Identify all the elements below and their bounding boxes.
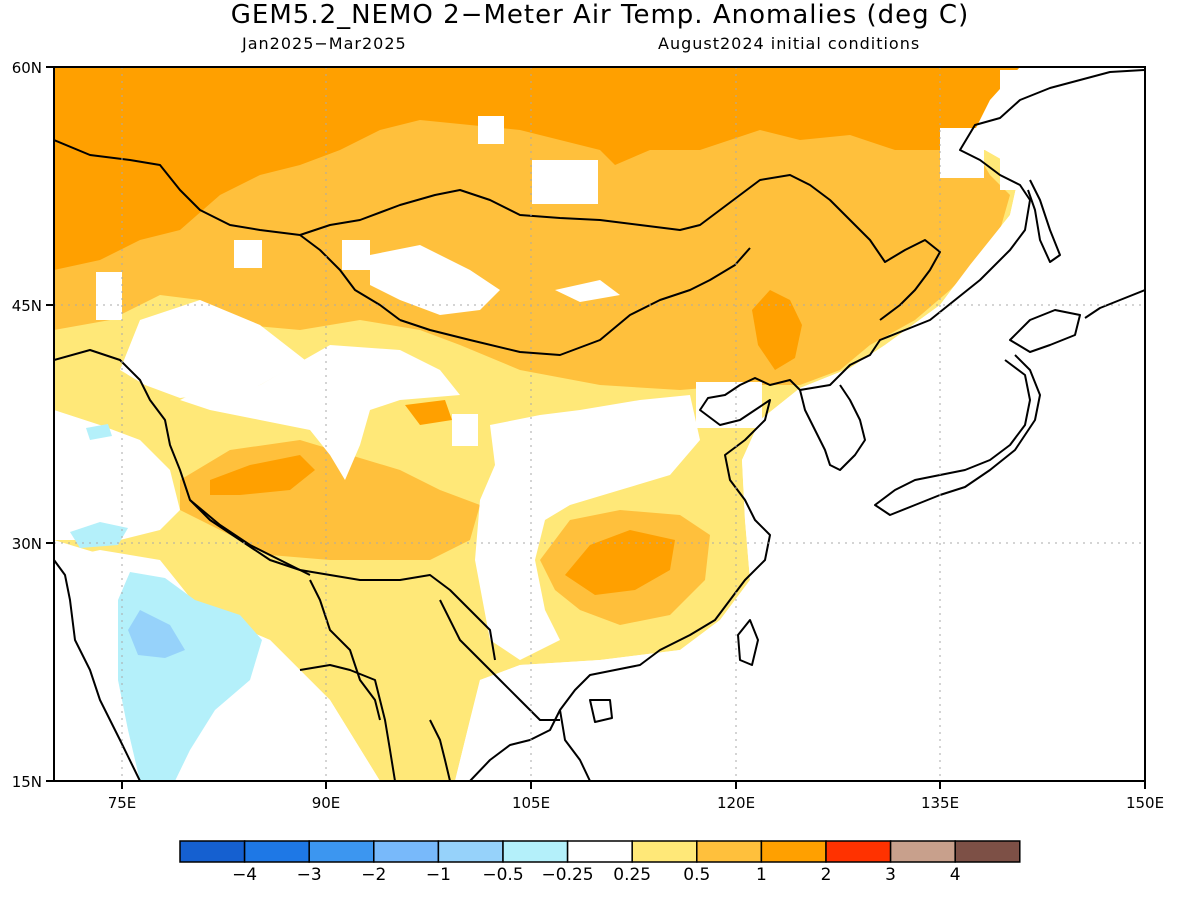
colorbar-swatch	[179, 840, 246, 863]
anomaly-region-warm-strong-north	[54, 67, 1020, 270]
lon-tick-label: 105E	[512, 794, 550, 812]
colorbar: −4 −3 −2 −1 −0.5 −0.25 0.25 0.5 1 2 3 4	[179, 840, 1021, 885]
anomaly-region-cool-light-pakistan	[70, 522, 128, 548]
coastline-east-asia	[559, 69, 1145, 781]
colorbar-swatch	[502, 840, 569, 863]
border-mongolia-china	[399, 247, 751, 356]
anomaly-region-neutral-xinjiang	[120, 300, 305, 398]
masked-lake-cells	[96, 70, 1145, 446]
lon-tick-label: 135E	[921, 794, 959, 812]
lon-tick-label: 75E	[108, 794, 137, 812]
colorbar-swatch	[696, 840, 763, 863]
colorbar-label: 4	[950, 865, 961, 885]
colorbar-label: 2	[821, 865, 832, 885]
border-southeast-asia	[439, 599, 560, 721]
colorbar-label: 0.5	[683, 865, 710, 885]
gridlines	[54, 67, 1145, 781]
colorbar-label: −4	[232, 865, 257, 885]
anomaly-region-neutral-tarim	[180, 345, 460, 480]
colorbar-swatch	[825, 840, 892, 863]
anomaly-region-warm-strong-qinghai	[405, 400, 452, 425]
colorbar-label: −0.5	[482, 865, 523, 885]
coastline-hainan	[589, 699, 613, 723]
anomaly-region-neutral-pacific	[455, 67, 1145, 781]
plot-frame	[53, 66, 1146, 782]
border-china-west	[54, 349, 496, 661]
colorbar-swatch	[437, 840, 504, 863]
axis-ticks	[46, 66, 1146, 789]
anomaly-region-neutral-mongolia	[370, 245, 500, 315]
colorbar-label: 3	[885, 865, 896, 885]
border-russia-kazakhstan	[54, 139, 301, 236]
lat-tick-label: 45N	[12, 297, 42, 315]
lon-tick-label: 90E	[312, 794, 341, 812]
anomaly-region-neutral-gobi	[555, 280, 620, 302]
colorbar-label: −2	[361, 865, 386, 885]
coastline-japan-hokkaido	[1009, 309, 1081, 353]
colorbar-label: −1	[426, 865, 451, 885]
colorbar-label: 0.25	[613, 865, 651, 885]
colorbar-swatch	[308, 840, 375, 863]
anomaly-region-cool-mid-india	[128, 610, 185, 658]
coastline-taiwan	[737, 619, 759, 666]
lon-tick-label: 150E	[1126, 794, 1164, 812]
coastlines-borders	[54, 69, 1145, 781]
border-india-nepal	[189, 499, 311, 576]
border-myanmar	[309, 579, 381, 721]
initial-conditions-label: August2024 initial conditions	[658, 34, 921, 53]
coastline-india	[54, 559, 396, 781]
anomaly-region-warm-strong-central	[565, 530, 675, 595]
colorbar-swatch	[373, 840, 440, 863]
colorbar-swatch	[566, 840, 633, 863]
lon-tick-label: 120E	[717, 794, 755, 812]
anomaly-region-cool-light-kashmir	[86, 424, 112, 440]
colorbar-swatch	[954, 840, 1021, 863]
anomaly-region-warm-strong-tibet	[210, 455, 315, 495]
map-title: GEM5.2_NEMO 2−Meter Air Temp. Anomalies …	[230, 0, 970, 30]
lat-tick-label: 60N	[12, 59, 42, 77]
coastline-japan-honshu	[874, 354, 1041, 516]
lat-tick-label: 15N	[12, 773, 42, 791]
anomaly-region-neutral-himalaya	[54, 410, 180, 540]
forecast-period: Jan2025−Mar2025	[242, 34, 407, 53]
colorbar-label: 1	[756, 865, 767, 885]
colorbar-label: −0.25	[542, 865, 594, 885]
colorbar-swatch	[760, 840, 827, 863]
coastline-sakhalin	[1027, 179, 1061, 263]
anomaly-region-warm-strong-manchuria	[752, 290, 802, 370]
coastline-korea	[799, 384, 866, 471]
colorbar-swatch	[631, 840, 698, 863]
border-russia-mongolia	[299, 174, 941, 321]
colorbar-label: −3	[297, 865, 322, 885]
coastline-kamchatka	[1084, 289, 1145, 319]
border-kazakhstan-china	[299, 234, 401, 321]
colorbar-swatch	[243, 840, 310, 863]
lat-tick-label: 30N	[12, 535, 42, 553]
coastline-indochina	[429, 709, 561, 781]
colorbar-swatch	[889, 840, 956, 863]
